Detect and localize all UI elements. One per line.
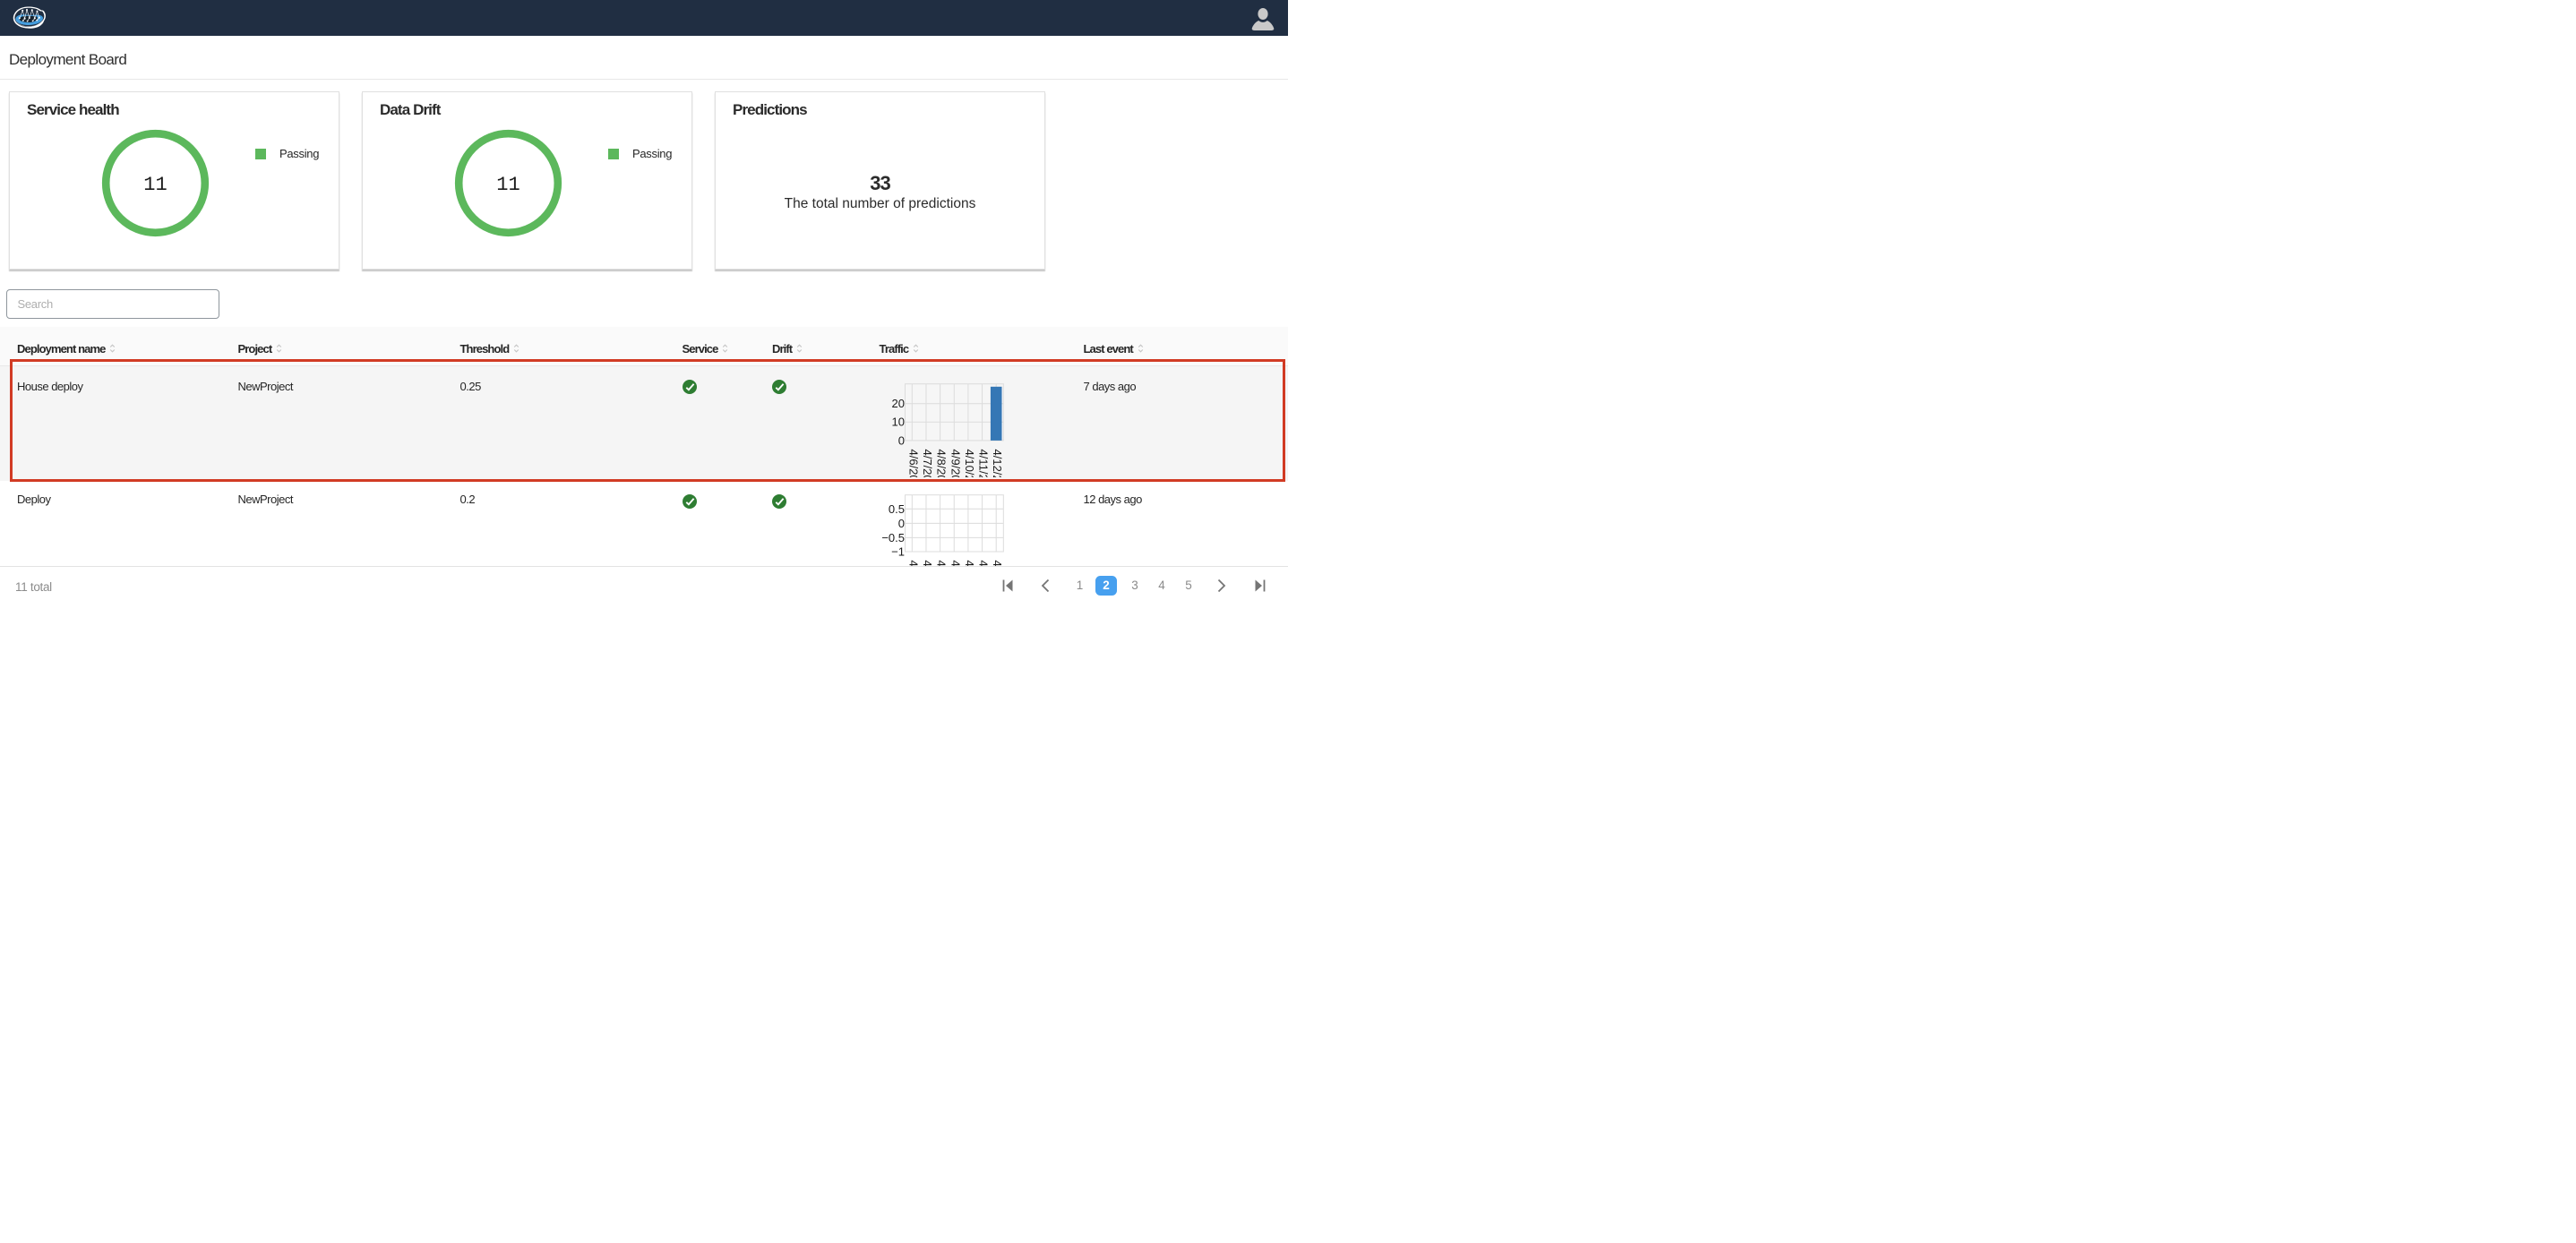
svg-text:4/6/2021: 4/6/2021 — [906, 450, 920, 478]
svg-text:4/12/2021: 4/12/2021 — [991, 561, 1004, 567]
svg-text:4/12/2021: 4/12/2021 — [991, 450, 1004, 478]
svg-text:4/11/2021: 4/11/2021 — [977, 450, 991, 478]
svg-text:4/7/2021: 4/7/2021 — [921, 561, 934, 567]
svg-text:20: 20 — [892, 397, 905, 410]
svg-text:4/10/2021: 4/10/2021 — [963, 561, 976, 567]
svg-text:4/8/2021: 4/8/2021 — [935, 561, 949, 567]
svg-text:4/7/2021: 4/7/2021 — [921, 450, 934, 478]
svg-text:4/8/2021: 4/8/2021 — [935, 450, 949, 478]
svg-text:4/9/2021: 4/9/2021 — [949, 561, 962, 567]
svg-text:−1: −1 — [891, 545, 905, 559]
svg-text:0: 0 — [898, 517, 905, 530]
svg-text:10: 10 — [892, 416, 905, 429]
svg-text:4/11/2021: 4/11/2021 — [977, 561, 991, 567]
svg-text:4/10/2021: 4/10/2021 — [963, 450, 976, 478]
svg-text:0: 0 — [898, 433, 905, 447]
svg-text:0.5: 0.5 — [889, 502, 905, 516]
svg-text:4/6/2021: 4/6/2021 — [906, 561, 920, 567]
svg-text:−0.5: −0.5 — [881, 531, 905, 544]
svg-text:4/9/2021: 4/9/2021 — [949, 450, 962, 478]
